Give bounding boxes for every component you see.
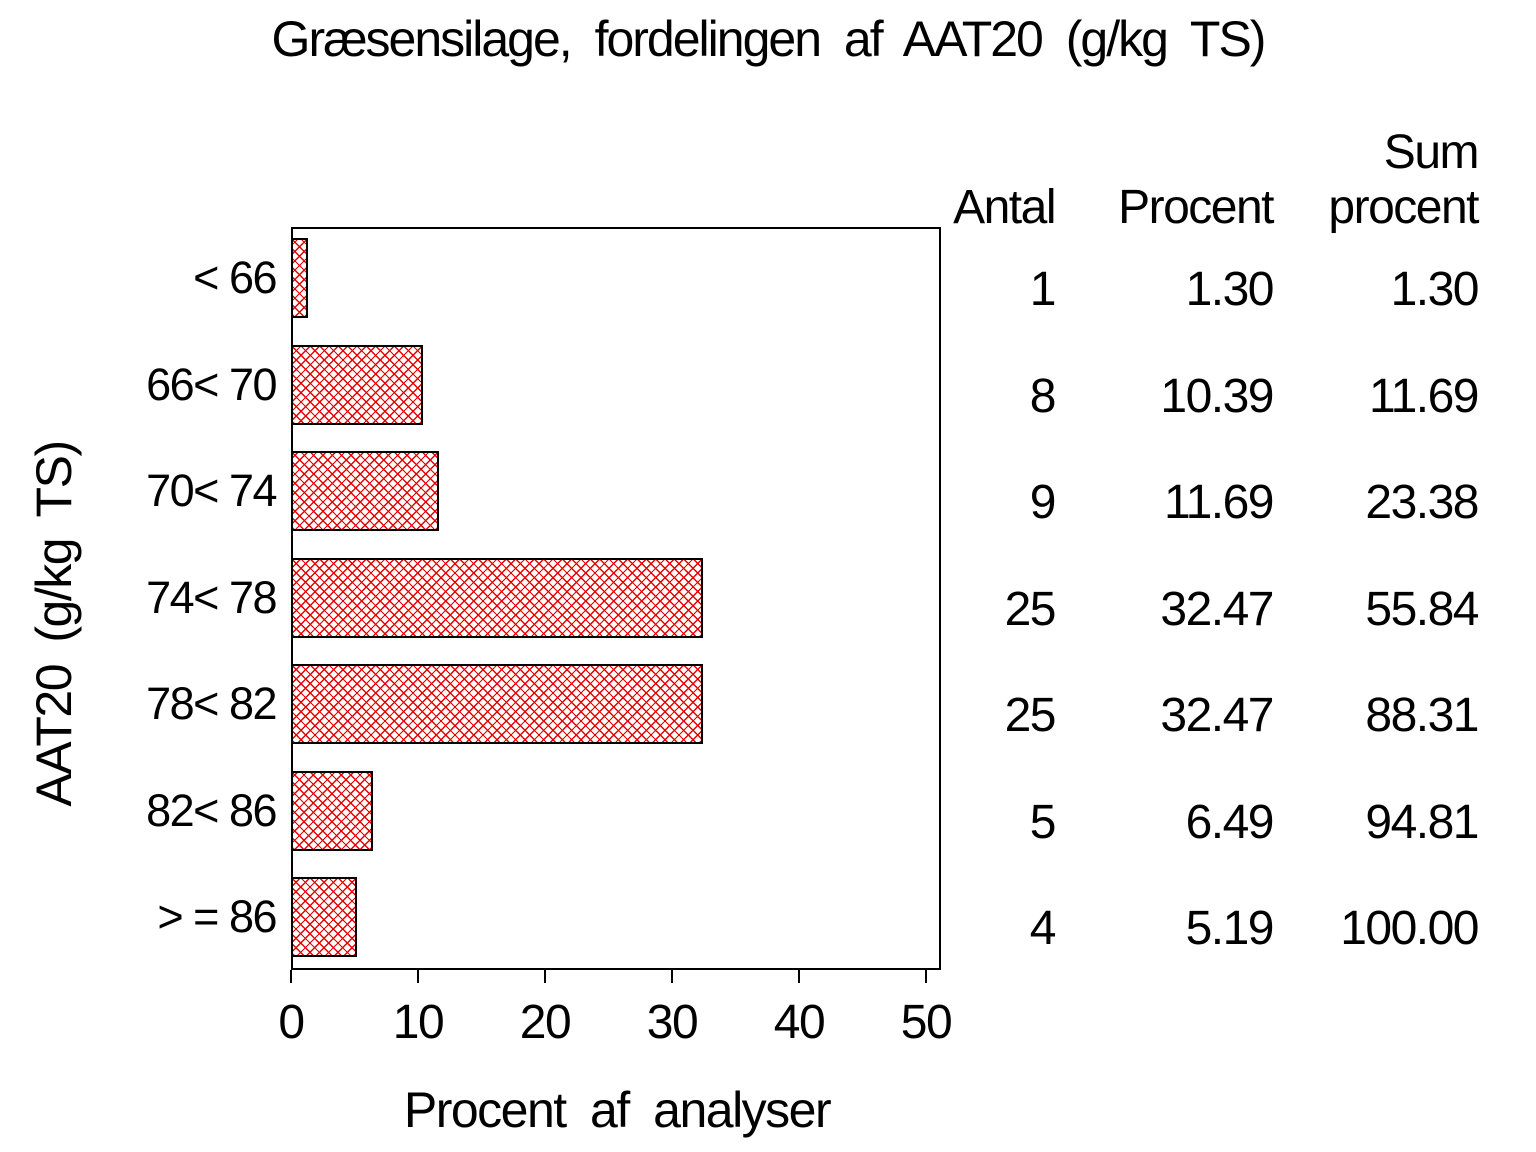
category-label: < 66 [193, 252, 277, 303]
category-label: 82< 86 [146, 785, 277, 836]
table-header-procent: Procent [1118, 181, 1274, 234]
x-tick-mark [798, 970, 800, 983]
table-cell: 88.31 [1365, 689, 1479, 742]
table-cell: 9 [1029, 476, 1057, 529]
table-cell: 8 [1029, 370, 1057, 423]
bar [291, 451, 439, 531]
x-tick-mark [290, 970, 292, 983]
bar [291, 345, 423, 425]
x-tick-label: 30 [646, 996, 699, 1049]
table-header-antal: Antal [953, 181, 1056, 234]
table-cell: 32.47 [1160, 583, 1274, 636]
table-cell: 5.19 [1185, 902, 1275, 955]
bar [291, 877, 357, 957]
table-cell: 11.69 [1163, 476, 1275, 529]
table-cell: 11.69 [1368, 370, 1480, 423]
category-label: 78< 82 [146, 678, 277, 729]
x-tick-label: 0 [278, 996, 305, 1049]
category-label: 70< 74 [146, 465, 277, 516]
x-tick-label: 40 [773, 996, 826, 1049]
table-cell: 1 [1029, 263, 1057, 316]
x-tick-mark [417, 970, 419, 983]
category-label: 66< 70 [146, 359, 277, 410]
x-tick-mark [671, 970, 673, 983]
table-cell: 23.38 [1365, 476, 1479, 529]
chart-title: Græsensilage, fordelingen af AAT20 (g/kg… [271, 11, 1267, 67]
bar [291, 238, 308, 318]
table-cell: 25 [1004, 583, 1057, 636]
x-tick-label: 10 [392, 996, 445, 1049]
table-cell: 10.39 [1160, 370, 1274, 423]
table-cell: 1.30 [1390, 263, 1480, 316]
table-cell: 6.49 [1185, 796, 1275, 849]
table-cell: 94.81 [1365, 796, 1479, 849]
bar [291, 664, 703, 744]
table-cell: 4 [1029, 902, 1057, 955]
x-tick-mark [544, 970, 546, 983]
table-header-sum-line1: Sum [1383, 126, 1480, 179]
category-label: 74< 78 [146, 572, 277, 623]
table-header-sum-line2: procent [1328, 181, 1479, 234]
category-label: > = 86 [157, 891, 277, 942]
table-cell: 1.30 [1185, 263, 1275, 316]
bar [291, 771, 373, 851]
x-tick-label: 50 [900, 996, 953, 1049]
table-cell: 25 [1004, 689, 1057, 742]
table-cell: 100.00 [1340, 902, 1479, 955]
table-cell: 32.47 [1160, 689, 1274, 742]
x-tick-label: 20 [519, 996, 572, 1049]
y-axis-label: AAT20 (g/kg TS) [26, 441, 82, 807]
table-cell: 5 [1029, 796, 1057, 849]
x-tick-mark [925, 970, 927, 983]
bar [291, 558, 703, 638]
x-axis-label: Procent af analyser [403, 1082, 832, 1138]
table-cell: 55.84 [1365, 583, 1479, 636]
